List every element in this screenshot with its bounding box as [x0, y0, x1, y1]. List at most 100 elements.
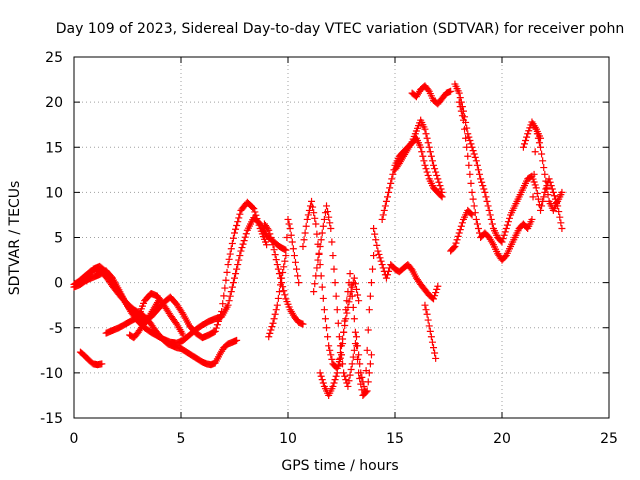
data-point — [557, 219, 565, 227]
data-point — [504, 218, 512, 226]
data-point — [275, 270, 283, 278]
data-point — [523, 133, 531, 141]
data-point — [468, 211, 476, 219]
data-point — [222, 276, 230, 284]
data-point — [447, 87, 455, 95]
data-point — [329, 252, 337, 260]
data-point — [234, 261, 242, 269]
data-point — [434, 175, 442, 183]
data-point — [474, 224, 482, 232]
data-point — [268, 237, 276, 245]
data-point — [437, 192, 445, 200]
grid-layer — [74, 57, 609, 418]
data-point — [433, 285, 441, 293]
data-point — [280, 287, 288, 295]
data-point — [232, 270, 240, 278]
data-point — [278, 274, 286, 282]
data-point — [334, 319, 342, 327]
data-point — [316, 243, 324, 251]
data-point — [544, 191, 552, 199]
data-point — [225, 255, 233, 263]
data-point — [422, 165, 430, 173]
data-point — [375, 250, 383, 258]
x-tick-label: 5 — [177, 431, 186, 447]
data-point — [231, 229, 238, 237]
data-point — [459, 116, 467, 124]
data-point — [319, 379, 327, 387]
data-point — [274, 265, 282, 273]
data-point — [458, 219, 466, 227]
data-point — [267, 326, 275, 334]
data-point — [455, 98, 463, 106]
data-point — [354, 355, 362, 363]
data-point — [179, 331, 187, 339]
y-tick-label: 10 — [45, 185, 63, 201]
data-point — [474, 166, 482, 174]
data-point — [537, 134, 545, 142]
data-point — [535, 139, 543, 147]
data-point — [253, 215, 261, 223]
data-point — [321, 315, 329, 323]
data-point — [538, 202, 546, 210]
y-tick-label: 0 — [54, 276, 63, 292]
data-point — [283, 234, 291, 241]
data-point — [352, 333, 360, 341]
data-point — [300, 236, 308, 244]
x-tick-label: 15 — [386, 431, 404, 447]
data-point — [421, 125, 429, 133]
data-point — [427, 152, 435, 160]
chart-title: Day 109 of 2023, Sidereal Day-to-day VTE… — [56, 21, 624, 37]
data-point — [309, 203, 317, 211]
data-point — [156, 295, 164, 303]
data-point — [224, 261, 232, 269]
data-point — [528, 215, 536, 223]
data-point — [349, 353, 357, 361]
data-point — [271, 310, 279, 318]
data-point — [424, 171, 432, 179]
data-point — [379, 264, 387, 272]
data-point — [464, 152, 472, 160]
data-point — [458, 112, 466, 120]
data-point — [290, 252, 298, 260]
data-point — [318, 283, 326, 291]
data-point — [214, 317, 222, 325]
data-point — [362, 367, 370, 375]
data-point — [378, 261, 386, 269]
data-point — [319, 222, 327, 230]
data-point — [178, 309, 186, 317]
data-point — [264, 225, 272, 233]
data-point — [350, 315, 358, 323]
data-point — [250, 205, 258, 213]
data-point — [531, 181, 539, 189]
data-point — [436, 182, 444, 190]
data-point — [499, 235, 507, 243]
data-point — [425, 143, 433, 151]
data-point — [240, 237, 248, 245]
data-point — [380, 206, 388, 214]
data-point — [280, 263, 288, 271]
data-point — [480, 185, 488, 193]
data-point — [266, 329, 274, 337]
data-point — [320, 215, 328, 223]
data-point — [249, 204, 257, 212]
data-point — [347, 288, 355, 296]
data-point — [229, 234, 237, 242]
data-point — [530, 178, 538, 186]
data-point — [265, 226, 273, 234]
data-point — [347, 365, 355, 373]
data-point — [338, 342, 345, 350]
data-point — [367, 279, 375, 287]
data-point — [236, 210, 244, 218]
data-point — [423, 134, 431, 142]
data-point — [232, 225, 240, 233]
data-point — [305, 206, 313, 214]
data-point — [268, 323, 276, 331]
data-point — [456, 94, 464, 102]
data-point — [457, 222, 465, 230]
data-point — [324, 333, 332, 341]
data-point — [359, 378, 367, 386]
data-point — [373, 241, 381, 249]
data-point — [226, 250, 234, 258]
data-point — [541, 170, 549, 178]
data-point — [332, 372, 340, 380]
